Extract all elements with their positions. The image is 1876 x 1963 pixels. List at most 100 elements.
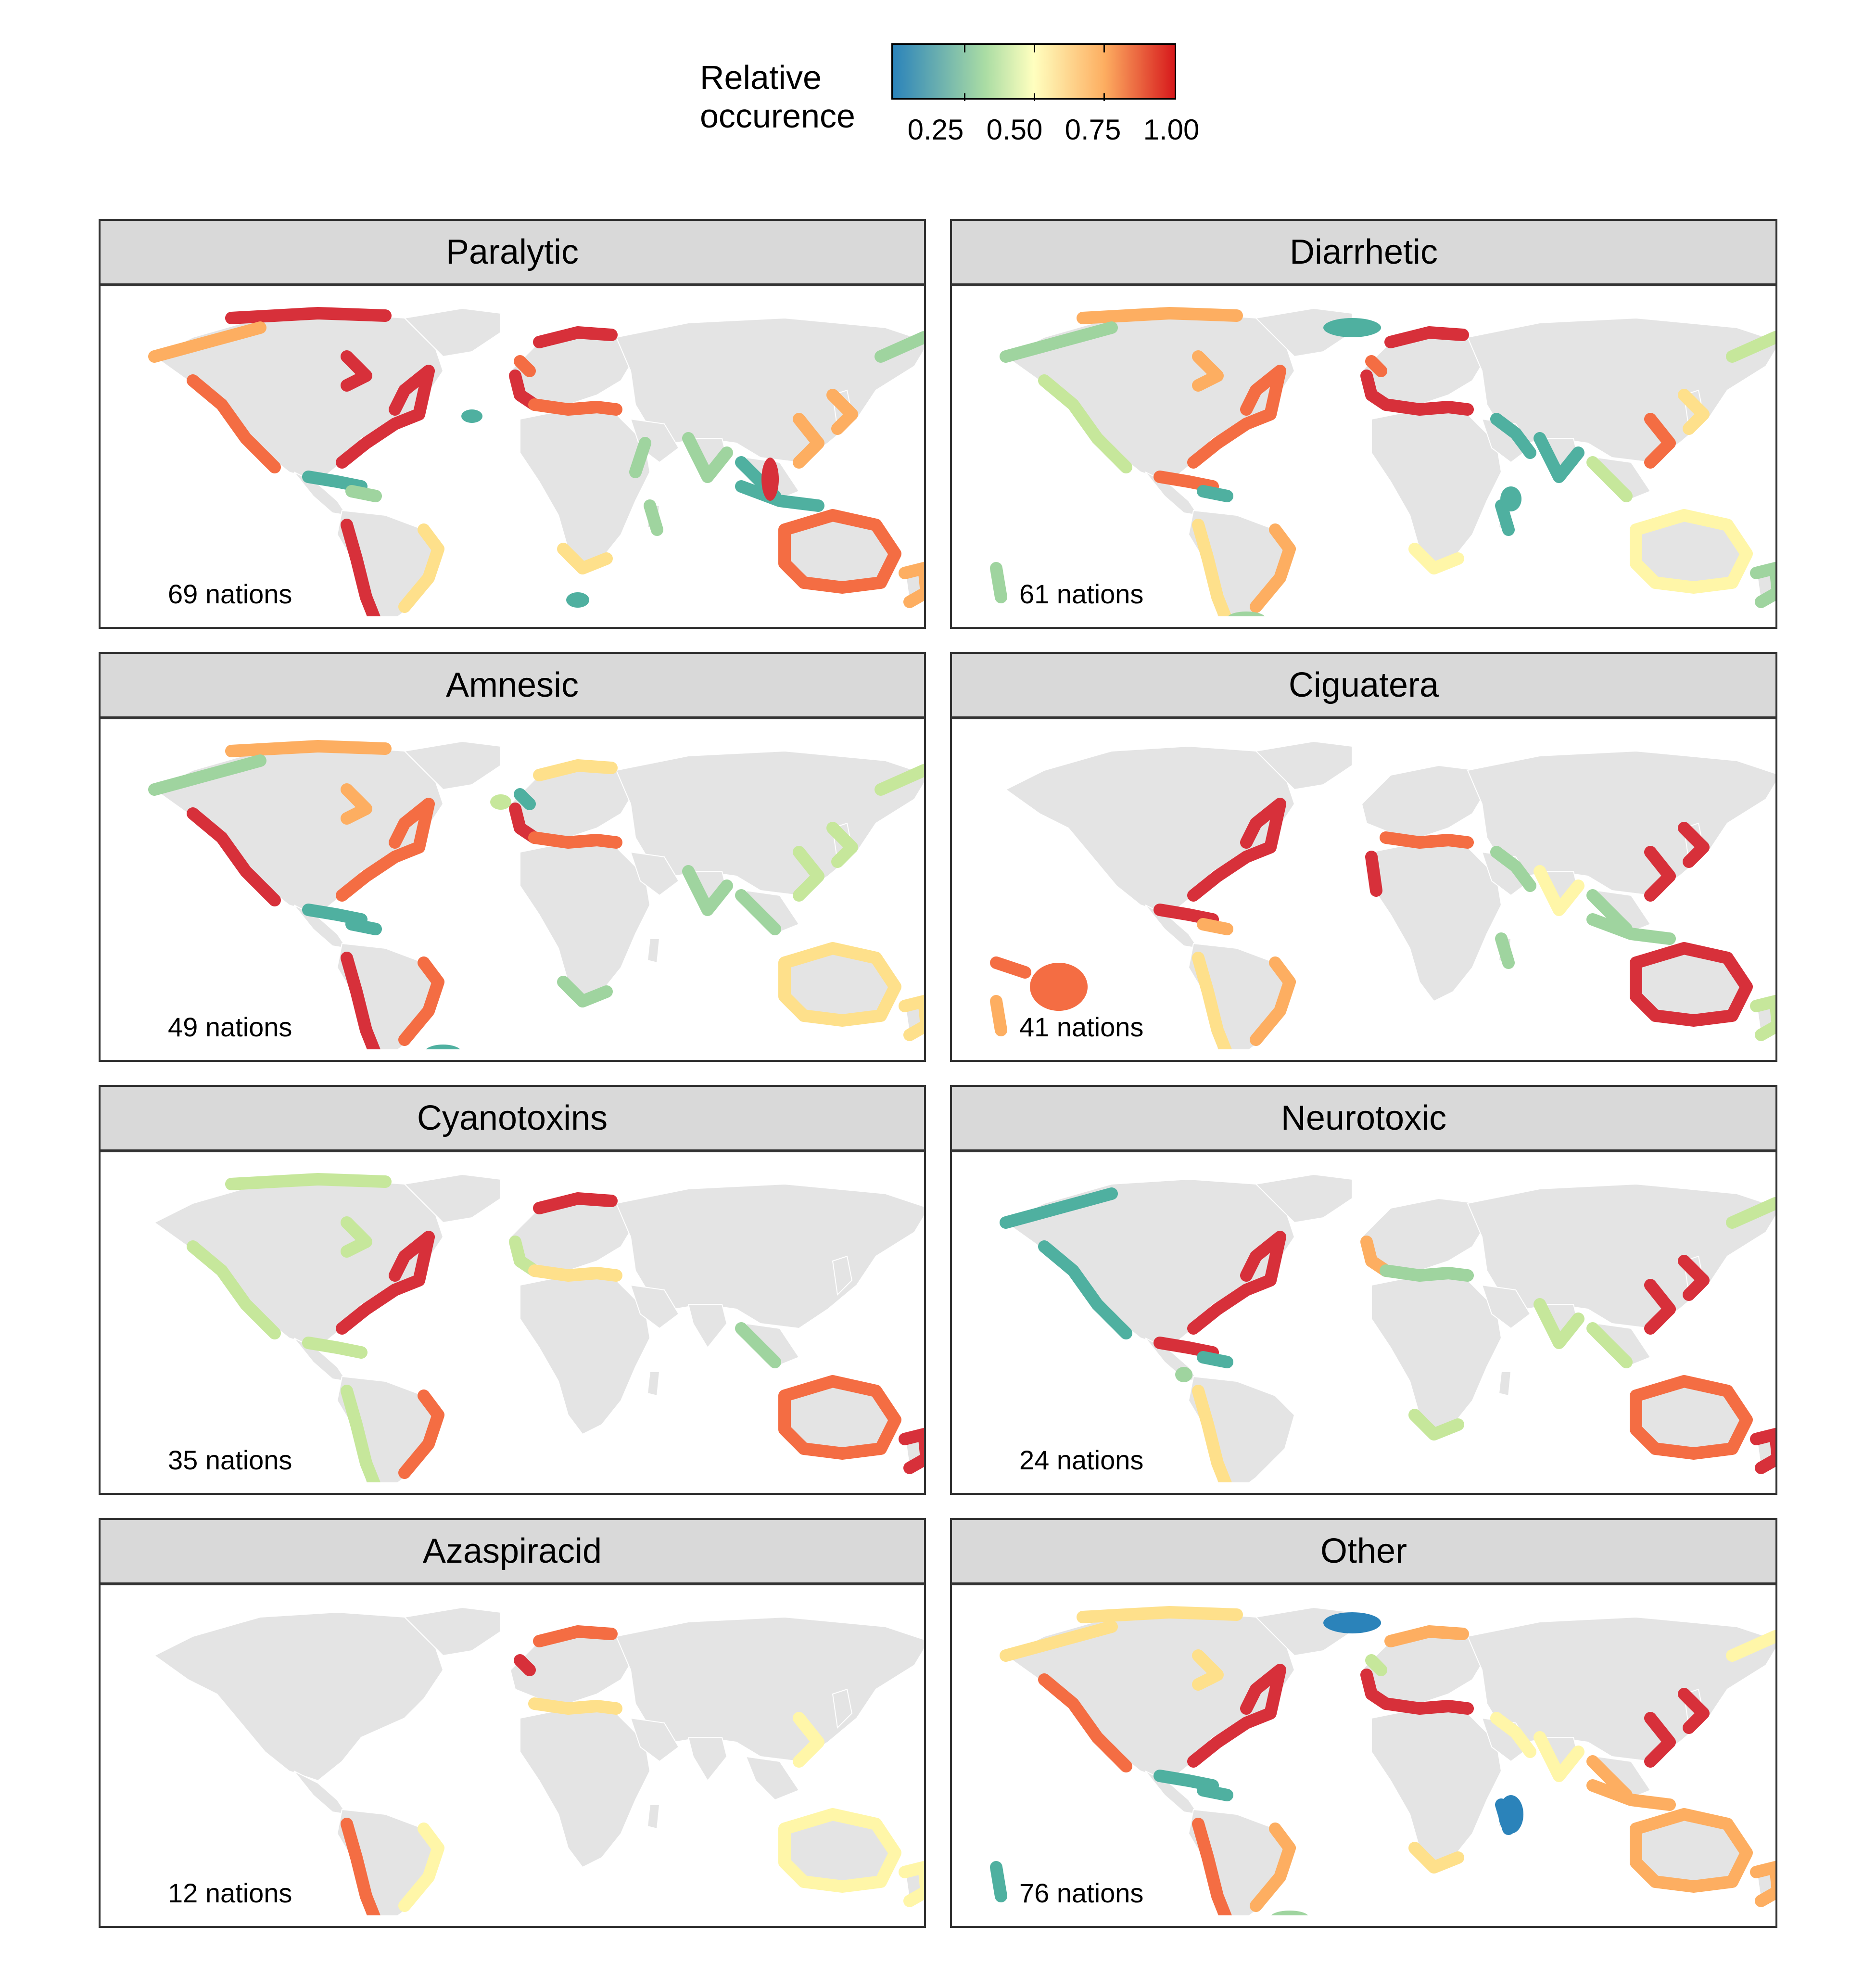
- coastal-region-indiaC: [1534, 432, 1584, 483]
- coastal-region-westNA: [1038, 374, 1132, 473]
- coastal-region-southAfrica: [557, 976, 613, 1007]
- land-greenland: [1255, 740, 1353, 790]
- coastal-region-norway: [533, 1625, 618, 1647]
- panel-title: Neurotoxic: [950, 1085, 1777, 1152]
- coastal-region-australiaC: [1630, 942, 1753, 1027]
- coastal-region-uk: [514, 1654, 536, 1676]
- coastal-region-nz: [1750, 1861, 1775, 1907]
- land-greenland: [1255, 307, 1353, 357]
- coastal-region-indiaC: [1534, 1731, 1584, 1782]
- colorbar: [891, 43, 1176, 101]
- coastal-region-westNA: [187, 1240, 281, 1339]
- coastal-region-chinaC: [793, 413, 824, 469]
- nations-count: 35 nations: [168, 1445, 292, 1475]
- panel-title: Diarrhetic: [950, 219, 1777, 286]
- coastal-region-westSA: [341, 1818, 381, 1915]
- coastal-region-norway: [533, 326, 618, 348]
- coastal-region-madagascarC: [1495, 932, 1515, 969]
- coastal-region-chinaC: [793, 846, 824, 902]
- coastal-region-southAfrica: [1408, 1409, 1464, 1440]
- map-canvas: [990, 307, 1775, 616]
- coastal-region-caribbean: [1197, 918, 1233, 935]
- region-blob: [1323, 318, 1382, 337]
- coastal-region-arcticCanada: [1077, 307, 1243, 324]
- coastal-region-japanC: [826, 822, 858, 868]
- coastal-region-eastNA: [1187, 1231, 1286, 1335]
- coastal-region-nz: [899, 995, 924, 1041]
- coastal-region-gulf: [302, 904, 368, 926]
- coastal-region-alaska: [1000, 1620, 1118, 1662]
- coastal-region-hawaii: [990, 956, 1031, 979]
- land-africa: [520, 1275, 651, 1435]
- land-arabia: [630, 851, 680, 896]
- coastal-region-westSA: [341, 952, 381, 1049]
- land-africa: [1371, 1708, 1502, 1868]
- coastal-region-eastNA: [1187, 365, 1286, 469]
- panel-amnesic: Amnesic 49 nations: [99, 652, 926, 1062]
- coastal-region-russiaPac: [875, 331, 924, 363]
- world-map: 24 nations: [950, 1152, 1777, 1495]
- coastal-region-arabiaC: [1490, 1712, 1536, 1758]
- land-madagascar: [646, 1804, 660, 1830]
- legend-title-line2: occurence: [700, 97, 855, 135]
- coastal-region-japanC: [1678, 822, 1710, 868]
- panel-ciguatera: Ciguatera 41 nations: [950, 652, 1777, 1062]
- coastal-region-chinaC: [1644, 846, 1676, 902]
- coastal-region-med: [528, 398, 622, 416]
- coastal-region-seAsiaC: [735, 889, 781, 935]
- coastal-region-westPacific: [990, 562, 1007, 603]
- coastal-region-indiaC: [682, 865, 733, 916]
- coastal-region-seAsiaC: [735, 1322, 781, 1368]
- coastal-region-nz: [1750, 1428, 1775, 1474]
- coastal-region-indiaC: [1534, 1298, 1584, 1349]
- land-japan: [832, 1255, 853, 1296]
- nations-count: 76 nations: [1019, 1878, 1144, 1908]
- world-map: 61 nations: [950, 286, 1777, 629]
- color-legend: Relative occurence 0.25 0.50 0.75 1.00: [700, 41, 1229, 156]
- world-map: 41 nations: [950, 719, 1777, 1062]
- coastal-region-arabiaC: [1490, 413, 1536, 459]
- panel-title: Cyanotoxins: [99, 1085, 926, 1152]
- region-blob: [461, 409, 483, 423]
- panel-paralytic: Paralytic 69 nations: [99, 219, 926, 629]
- coastal-region-westNA: [1038, 1673, 1132, 1772]
- coastal-region-westPacific: [990, 1861, 1007, 1902]
- coastal-region-med: [528, 1264, 622, 1282]
- coastal-region-southAfrica: [557, 543, 613, 574]
- coastal-region-westSA: [1192, 1818, 1232, 1915]
- coastal-region-eastNA: [336, 1231, 435, 1335]
- coastal-region-eastSA: [398, 1823, 444, 1912]
- colorbar-label: 0.50: [986, 114, 1043, 146]
- region-blob: [1500, 486, 1522, 511]
- land-greenland: [403, 1606, 501, 1657]
- coastal-region-eastSA: [1250, 1823, 1296, 1912]
- coastal-region-indonesia: [1586, 913, 1676, 945]
- coastal-region-uk: [1365, 1654, 1387, 1676]
- colorbar-label: 0.75: [1065, 114, 1121, 146]
- land-greenland: [1255, 1173, 1353, 1224]
- coastal-region-caribbean: [1197, 1784, 1233, 1801]
- panel-diarrhetic: Diarrhetic 61 nations: [950, 219, 1777, 629]
- land-madagascar: [646, 1371, 660, 1397]
- land-madagascar: [1498, 1371, 1512, 1397]
- land-greenland: [403, 1173, 501, 1224]
- coastal-region-norway: [1384, 1625, 1469, 1647]
- coastal-region-hudson: [1192, 350, 1224, 392]
- coastal-region-japanC: [1678, 389, 1710, 435]
- coastal-region-chinaC: [1644, 1279, 1676, 1335]
- region-blob: [1498, 1795, 1524, 1834]
- region-blob: [490, 794, 512, 810]
- coastal-region-eastNA: [1187, 798, 1286, 902]
- land-greenland: [403, 740, 501, 790]
- coastal-region-nz: [899, 1861, 924, 1907]
- coastal-region-alaska: [148, 321, 266, 363]
- coastal-region-med: [1380, 831, 1474, 849]
- coastal-region-gulf: [1153, 471, 1219, 493]
- world-map: 35 nations: [99, 1152, 926, 1495]
- coastal-region-southAfrica: [1408, 1842, 1464, 1874]
- land-madagascar: [646, 938, 660, 964]
- coastal-region-westSA: [341, 519, 381, 616]
- nations-count: 24 nations: [1019, 1445, 1144, 1475]
- land-africa: [520, 408, 651, 569]
- coastal-region-alaska: [148, 754, 266, 796]
